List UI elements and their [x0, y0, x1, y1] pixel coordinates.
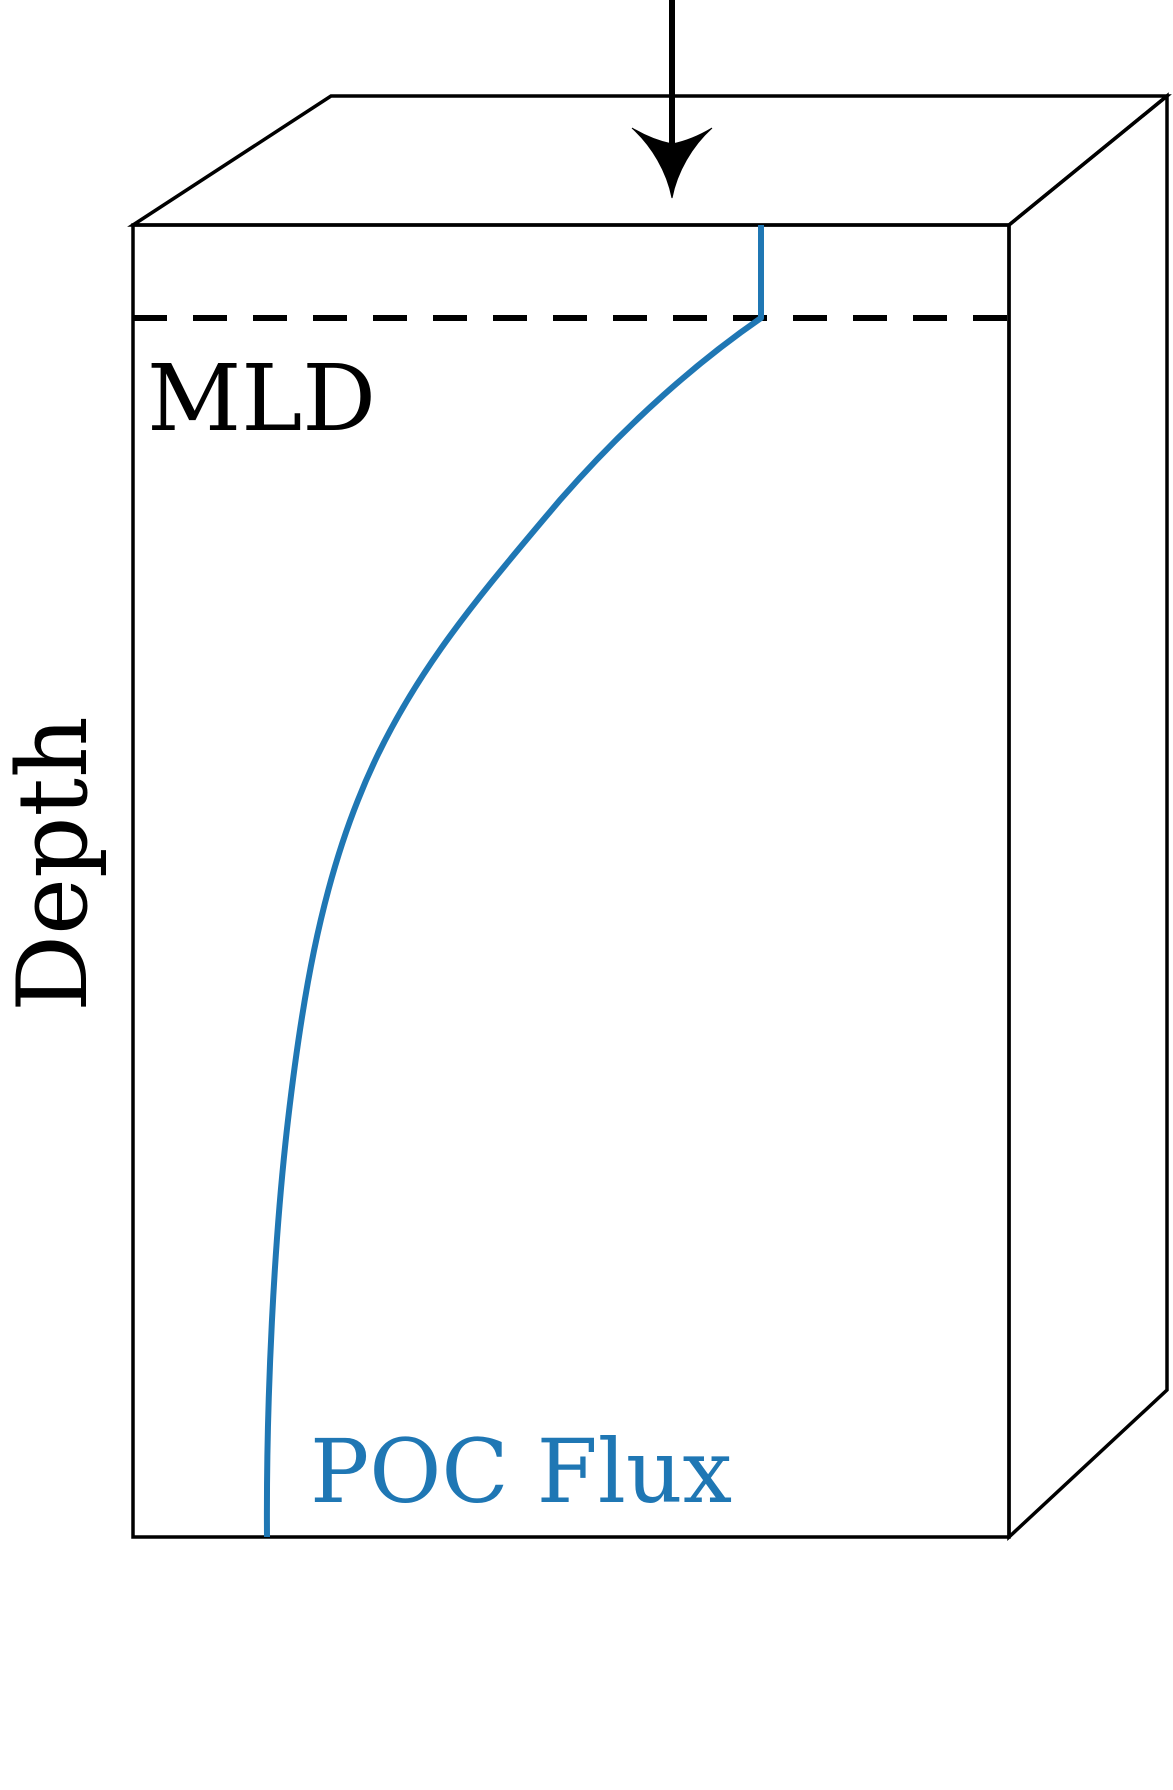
mld-label: MLD [147, 345, 376, 452]
poc-flux-label: POC Flux [310, 1420, 732, 1523]
box-front-face [131, 223, 1011, 1539]
poc-flux-curve [263, 225, 764, 1538]
depth-label: Depth [0, 716, 109, 1012]
arrow-down-icon [631, 0, 713, 199]
box-side-face [1007, 92, 1169, 1542]
box-top-face [127, 94, 1172, 227]
